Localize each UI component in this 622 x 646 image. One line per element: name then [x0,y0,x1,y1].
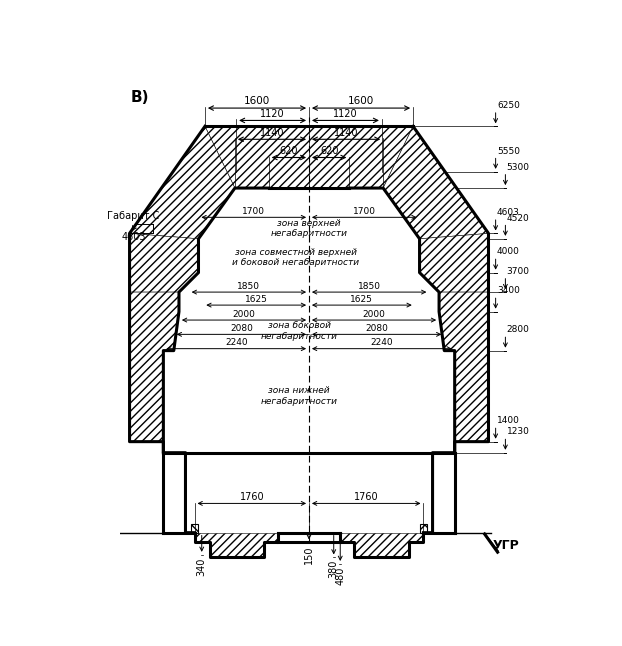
Text: 3700: 3700 [507,267,530,276]
Text: УГР: УГР [493,539,519,552]
Text: 2800: 2800 [507,326,529,335]
Text: 1600: 1600 [348,96,374,106]
Polygon shape [340,533,424,557]
Text: 380: 380 [329,560,339,578]
Text: зона совместной верхней
и боковой негабаритности: зона совместной верхней и боковой негаба… [233,248,360,267]
Text: 1120: 1120 [260,109,285,119]
Text: зона нижней
негабаритности: зона нижней негабаритности [261,386,338,406]
Text: 1600: 1600 [244,96,270,106]
Text: 4000: 4000 [497,247,520,256]
Polygon shape [420,524,427,533]
Text: 1625: 1625 [350,295,373,304]
Text: 5300: 5300 [507,163,530,172]
Text: 1400: 1400 [497,417,520,425]
Text: 340: 340 [197,557,207,576]
Polygon shape [439,292,488,453]
Text: 3400: 3400 [497,286,520,295]
Text: Габарит С: Габарит С [107,211,160,220]
Text: 2000: 2000 [363,309,386,318]
Polygon shape [420,233,488,292]
Text: 2080: 2080 [365,324,388,333]
Text: 1850: 1850 [358,282,381,291]
Polygon shape [383,126,488,239]
Text: 4603: 4603 [497,208,520,217]
Text: 1700: 1700 [242,207,265,216]
Polygon shape [129,233,198,292]
Text: 2080: 2080 [230,324,253,333]
Text: 620: 620 [320,146,338,156]
Text: 4520: 4520 [507,214,529,222]
Text: 1760: 1760 [239,492,264,502]
Text: 2000: 2000 [233,309,256,318]
Text: 1230: 1230 [507,428,529,437]
Text: 1625: 1625 [244,295,267,304]
Text: 620: 620 [280,146,298,156]
Text: 1700: 1700 [353,207,376,216]
Text: 150: 150 [304,545,314,563]
Text: зона боковой
негабаритности: зона боковой негабаритности [261,322,338,341]
Polygon shape [195,533,278,557]
Text: 1760: 1760 [354,492,379,502]
Text: 480: 480 [335,567,345,585]
Text: 1140: 1140 [334,128,358,138]
Polygon shape [129,126,235,239]
Text: 2240: 2240 [225,339,248,348]
Text: 1850: 1850 [238,282,261,291]
Text: 2240: 2240 [371,339,393,348]
Text: 1140: 1140 [260,128,284,138]
Text: 4603: 4603 [121,233,146,242]
Text: 1120: 1120 [333,109,358,119]
Text: 5550: 5550 [497,147,520,156]
Polygon shape [191,524,198,533]
Polygon shape [205,126,413,188]
Polygon shape [129,292,179,453]
Text: 6250: 6250 [497,101,520,110]
Text: зона верхней
негабаритности: зона верхней негабаритности [271,219,348,238]
Text: В): В) [130,90,149,105]
